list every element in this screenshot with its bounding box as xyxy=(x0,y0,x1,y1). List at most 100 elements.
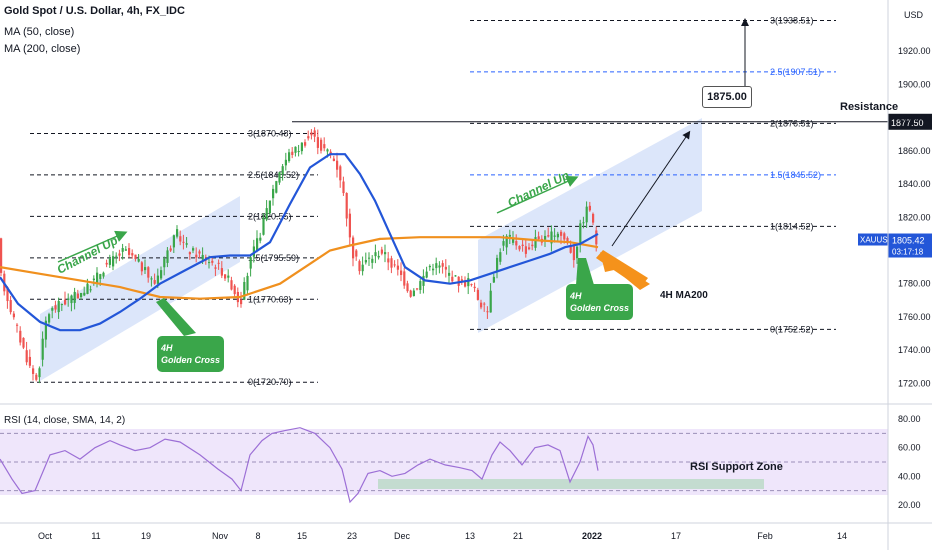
candle-body-down xyxy=(403,271,406,286)
candle-body-up xyxy=(284,159,287,166)
candle-body-up xyxy=(428,265,431,268)
candle-body-down xyxy=(320,139,323,151)
candle-body-down xyxy=(400,270,403,275)
candle-body-up xyxy=(422,275,425,286)
candle-body-up xyxy=(96,272,99,283)
golden-cross-label: 4H Golden Cross xyxy=(161,343,221,365)
candle-body-down xyxy=(179,236,182,242)
target-price-box: 1875.00 xyxy=(702,86,752,108)
candle-body-down xyxy=(182,241,185,243)
candle-body-down xyxy=(460,279,463,281)
candle-body-down xyxy=(128,248,131,255)
candle-body-up xyxy=(364,260,367,263)
candle-body-up xyxy=(89,289,92,291)
candle-body-down xyxy=(476,289,479,300)
candle-body-up xyxy=(550,231,553,244)
price-y-tick: 1860.00 xyxy=(898,146,931,156)
golden-cross-pointer-left xyxy=(156,298,196,336)
x-axis-tick: 19 xyxy=(141,531,151,541)
x-axis-tick: 11 xyxy=(91,531,100,541)
candle-body-up xyxy=(137,259,140,262)
candle-body-up xyxy=(412,290,415,297)
candle-body-down xyxy=(220,268,223,276)
golden-cross-badge-left: 4H Golden Cross xyxy=(157,336,225,372)
candle-body-up xyxy=(576,246,579,259)
candle-body-down xyxy=(566,237,569,244)
candle-body-up xyxy=(505,236,508,248)
candle-body-up xyxy=(99,274,102,279)
candle-body-up xyxy=(265,208,268,220)
x-axis-tick: 21 xyxy=(513,531,523,541)
candle-body-down xyxy=(307,136,310,139)
candle-body-down xyxy=(480,302,483,308)
fib-right-label: 2(1876.51) xyxy=(770,118,814,128)
candle-body-up xyxy=(102,272,105,277)
fib-left-label: 2.5(1845.52) xyxy=(248,170,299,180)
candle-body-down xyxy=(25,350,28,363)
candle-body-up xyxy=(281,166,284,175)
candle-body-up xyxy=(160,270,163,279)
candle-body-down xyxy=(348,213,351,238)
candle-body-down xyxy=(515,241,518,246)
rsi-y-tick: 40.00 xyxy=(898,471,921,481)
golden-cross-badge-right: 4H Golden Cross xyxy=(566,284,634,320)
candle-body-down xyxy=(406,283,409,292)
candle-body-up xyxy=(502,241,505,246)
candle-body-down xyxy=(64,299,67,305)
candle-body-up xyxy=(544,235,547,240)
x-axis-tick: 23 xyxy=(347,531,357,541)
candle-body-up xyxy=(435,263,438,269)
candle-body-down xyxy=(387,258,390,263)
candle-body-up xyxy=(278,172,281,183)
candle-body-up xyxy=(51,308,54,311)
candle-body-down xyxy=(464,282,467,287)
fib-left-label: 1(1770.63) xyxy=(248,294,292,304)
price-y-tick: 1840.00 xyxy=(898,179,931,189)
candle-body-down xyxy=(0,238,3,273)
candle-body-down xyxy=(224,274,227,279)
fib-right-label: 0(1752.52) xyxy=(770,324,814,334)
price-y-tick: 1780.00 xyxy=(898,279,931,289)
fib-right-label: 1.5(1845.52) xyxy=(770,170,821,180)
candle-body-up xyxy=(268,200,271,214)
candle-body-down xyxy=(310,132,313,136)
candle-body-up xyxy=(556,233,559,238)
candle-body-down xyxy=(521,244,524,247)
x-axis-tick: 8 xyxy=(255,531,260,541)
candle-body-down xyxy=(230,280,233,290)
candle-body-down xyxy=(28,356,31,366)
x-axis-tick: 14 xyxy=(837,531,847,541)
target-arrow xyxy=(611,130,691,247)
candle-body-down xyxy=(396,265,399,270)
candle-body-up xyxy=(41,338,44,360)
candle-body-down xyxy=(352,237,355,259)
candle-body-up xyxy=(492,276,495,283)
candle-body-down xyxy=(329,151,332,154)
candle-body-up xyxy=(201,254,204,260)
candle-body-up xyxy=(259,237,262,241)
candle-body-down xyxy=(198,251,201,254)
x-axis-tick: Dec xyxy=(394,531,411,541)
price-y-tick: 1760.00 xyxy=(898,312,931,322)
candle-body-down xyxy=(588,205,591,211)
fib-right-label: 1(1814.52) xyxy=(770,221,814,231)
candle-body-up xyxy=(121,248,124,252)
candle-body-up xyxy=(377,255,380,258)
candle-body-up xyxy=(508,234,511,237)
channel-up-right xyxy=(478,118,702,333)
candle-body-down xyxy=(153,280,156,284)
candle-body-down xyxy=(393,264,396,266)
candle-body-up xyxy=(499,252,502,262)
candle-body-down xyxy=(332,158,335,162)
candle-body-down xyxy=(563,233,566,240)
candle-body-up xyxy=(553,235,556,237)
x-axis-tick: 17 xyxy=(671,531,681,541)
candle-body-up xyxy=(192,248,195,251)
price-y-tick: 1740.00 xyxy=(898,345,931,355)
candle-body-up xyxy=(384,252,387,255)
candle-body-up xyxy=(108,258,111,265)
x-axis-tick: 2022 xyxy=(582,531,602,541)
candle-body-down xyxy=(451,276,454,282)
rsi-support-zone xyxy=(378,479,764,489)
